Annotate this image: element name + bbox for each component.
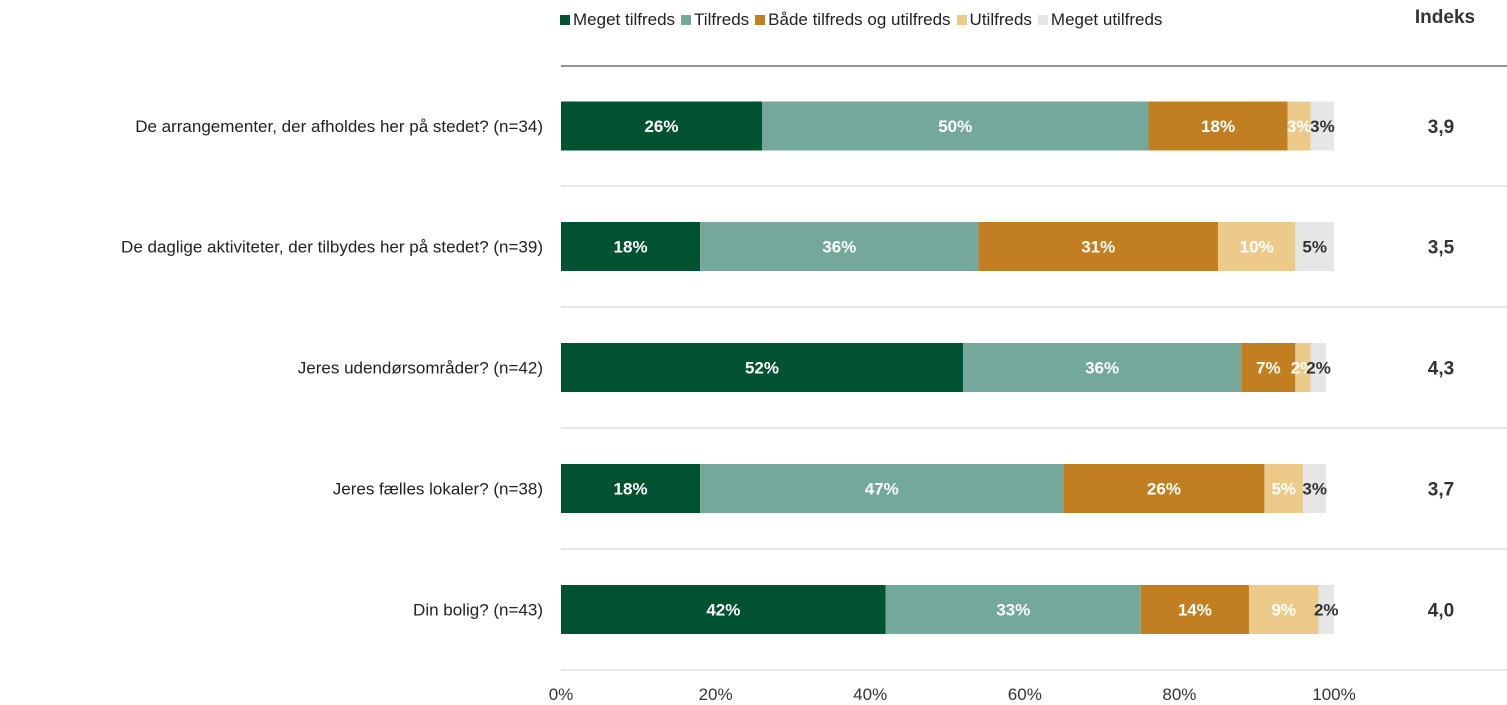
legend-item: Både tilfreds og utilfreds [755, 10, 951, 30]
data-label: 2% [1291, 359, 1316, 378]
index-value: 4,0 [1428, 601, 1454, 622]
bar-segment [1295, 343, 1311, 392]
data-label: 3% [1310, 117, 1335, 136]
data-label: 36% [1085, 359, 1119, 378]
data-label: 10% [1240, 238, 1274, 257]
data-label: 5% [1302, 238, 1327, 257]
legend-swatch [755, 15, 766, 25]
data-label: 7% [1256, 359, 1281, 378]
legend-swatch [956, 15, 967, 25]
data-label: 26% [1147, 480, 1181, 499]
category-label: De daglige aktiviteter, der tilbydes her… [121, 238, 543, 257]
bar-segment [700, 222, 979, 271]
bar-segment [1264, 464, 1304, 513]
category-label: Jeres udendørsområder? (n=42) [298, 359, 543, 378]
legend-label: Både tilfreds og utilfreds [768, 10, 951, 29]
bar-segment [561, 585, 886, 634]
data-label: 36% [822, 238, 856, 257]
data-label: 52% [745, 359, 779, 378]
bar-segment [1140, 585, 1249, 634]
legend-label: Utilfreds [969, 10, 1032, 29]
data-label: 31% [1081, 238, 1115, 257]
data-label: 3% [1287, 117, 1312, 136]
legend-item: Meget utilfreds [1037, 10, 1163, 30]
data-label: 2% [1306, 359, 1331, 378]
x-tick-label: 0% [549, 685, 574, 704]
data-label: 3% [1302, 480, 1327, 499]
bar-segment [700, 464, 1064, 513]
bar-segment [761, 101, 1149, 151]
legend-label: Tilfreds [694, 10, 750, 29]
data-label: 9% [1271, 601, 1296, 620]
bar-segment [1241, 343, 1296, 392]
legend-label: Meget tilfreds [573, 10, 676, 29]
bar-segment [1310, 343, 1327, 392]
data-label: 42% [706, 601, 740, 620]
bar-segment [561, 101, 762, 151]
legend: Meget tilfreds Tilfreds Både tilfreds og u… [560, 10, 1168, 30]
data-label: 33% [996, 601, 1030, 620]
data-label: 2% [1314, 601, 1339, 620]
legend-item: Utilfreds [956, 10, 1032, 30]
legend-swatch [1037, 15, 1048, 25]
data-label: 50% [938, 117, 972, 136]
bar-segment [1248, 585, 1319, 634]
x-tick-label: 60% [1008, 685, 1042, 704]
legend-label: Meget utilfreds [1050, 10, 1163, 29]
bar-segment [885, 585, 1141, 634]
bar-segment [561, 343, 963, 392]
data-label: 47% [865, 480, 899, 499]
x-tick-label: 40% [853, 685, 887, 704]
index-header: Indeks [1414, 7, 1476, 28]
bar-segment [1295, 222, 1334, 271]
bar-segment [1218, 222, 1296, 271]
bar-segment [1148, 101, 1288, 151]
index-value: 3,5 [1428, 238, 1455, 259]
legend-swatch [560, 15, 570, 25]
x-tick-label: 100% [1312, 685, 1355, 704]
index-value: 4,3 [1428, 359, 1454, 380]
bar-segment [561, 222, 701, 271]
category-label: Jeres fælles lokaler? (n=38) [333, 480, 543, 499]
bar-segment [962, 343, 1242, 392]
category-label: De arrangementer, der afholdes her på st… [135, 117, 543, 136]
legend-item: Tilfreds [681, 10, 749, 30]
x-tick-label: 80% [1162, 685, 1196, 704]
bar-segment [1287, 101, 1311, 151]
bar-segment [1063, 464, 1265, 513]
data-label: 14% [1178, 601, 1212, 620]
legend-item: Meget tilfreds [560, 10, 675, 30]
data-label: 18% [1201, 117, 1235, 136]
index-value: 3,9 [1428, 117, 1454, 138]
bar-segment [978, 222, 1219, 271]
bar-segment [1318, 585, 1334, 634]
x-tick-label: 20% [699, 685, 733, 704]
bar-segment [1310, 101, 1334, 151]
category-label: Din bolig? (n=43) [413, 601, 543, 620]
data-label: 18% [614, 480, 648, 499]
bar-segment [1303, 464, 1327, 513]
bar-segment [561, 464, 701, 513]
data-label: 18% [614, 238, 648, 257]
index-value: 3,7 [1428, 480, 1454, 501]
data-label: 26% [644, 117, 678, 136]
data-label: 5% [1271, 480, 1296, 499]
legend-swatch [681, 15, 692, 25]
